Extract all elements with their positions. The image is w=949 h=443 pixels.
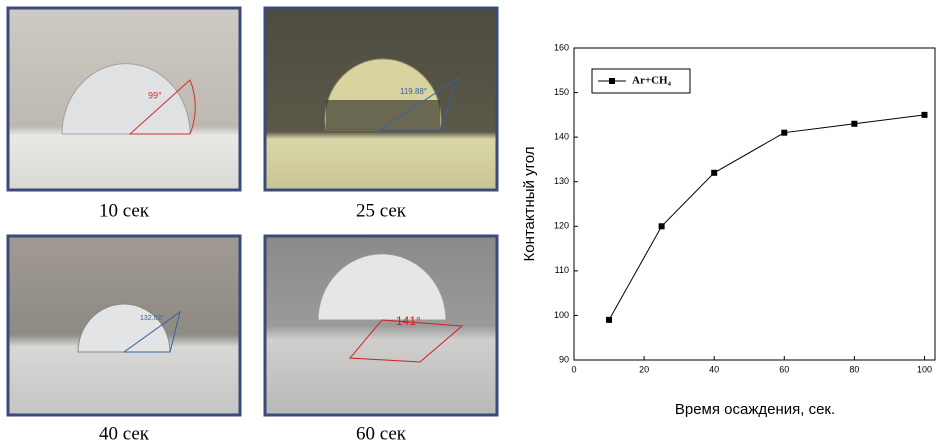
- marker: [921, 111, 928, 118]
- angle-label: 119.88°: [400, 87, 427, 96]
- angle-label: 132.02°: [140, 314, 164, 322]
- photo-1: 99°: [6, 6, 242, 192]
- x-tick-label: 0: [571, 364, 576, 374]
- marker: [658, 223, 665, 230]
- marker: [606, 316, 613, 323]
- plot-frame: [573, 47, 936, 361]
- x-tick-label: 60: [779, 364, 789, 374]
- photo-3: 132.02°: [6, 234, 242, 417]
- series-line: [608, 114, 925, 321]
- x-tick-label: 40: [709, 364, 719, 374]
- y-tick-label: 90: [559, 354, 569, 364]
- caption: 60 сек: [356, 423, 407, 443]
- x-tick-label: 20: [639, 364, 649, 374]
- x-axis-label: Время осаждения, сек.: [675, 401, 835, 418]
- marker: [851, 120, 858, 127]
- y-tick-label: 140: [554, 132, 569, 142]
- y-tick-label: 130: [554, 176, 569, 186]
- x-tick-label: 80: [849, 364, 859, 374]
- y-tick-label: 120: [554, 221, 569, 231]
- marker: [711, 169, 718, 176]
- x-tick-label: 100: [917, 364, 932, 374]
- angle-label: 99°: [148, 90, 162, 100]
- marker: [781, 129, 788, 136]
- photo-2: 119.88°: [263, 6, 499, 192]
- y-tick-label: 100: [554, 310, 569, 320]
- caption: 40 сек: [99, 423, 150, 443]
- photo-4: 141°: [263, 234, 499, 417]
- caption: 25 сек: [356, 200, 407, 221]
- y-axis-label: Контактный угол: [521, 146, 538, 261]
- y-tick-label: 150: [554, 87, 569, 97]
- y-tick-label: 110: [555, 265, 569, 275]
- y-tick-label: 160: [554, 42, 569, 52]
- angle-label: 141°: [396, 314, 421, 328]
- legend-label: Ar+CH₄: [632, 75, 672, 87]
- caption: 10 сек: [99, 200, 150, 221]
- legend-marker: [609, 78, 615, 84]
